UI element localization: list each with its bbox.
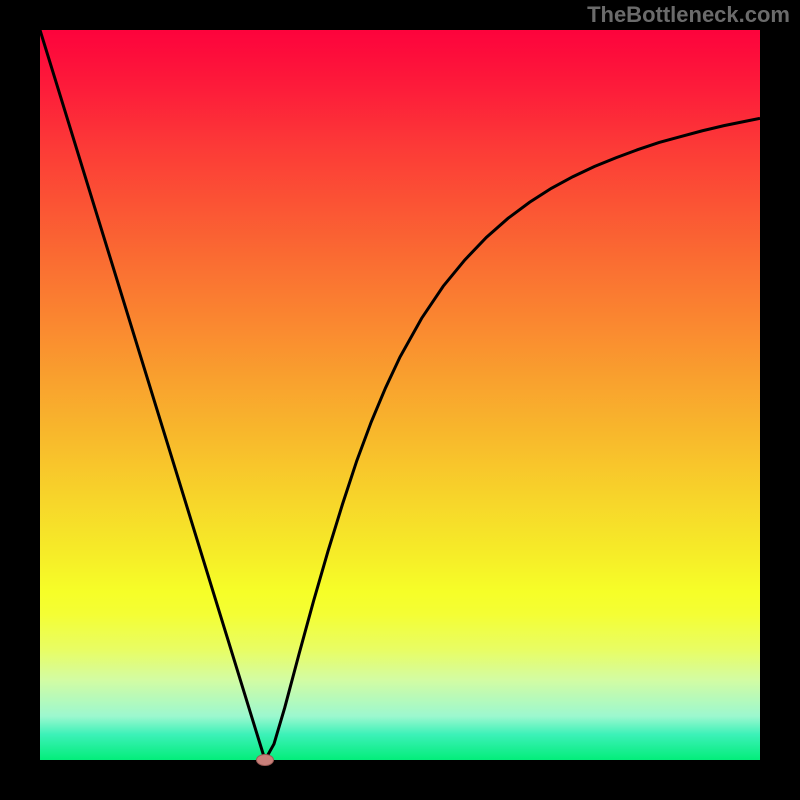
watermark-text: TheBottleneck.com [587, 2, 790, 28]
bottleneck-curve [40, 30, 760, 760]
minimum-marker [256, 754, 274, 766]
chart-plot-area [40, 30, 760, 760]
